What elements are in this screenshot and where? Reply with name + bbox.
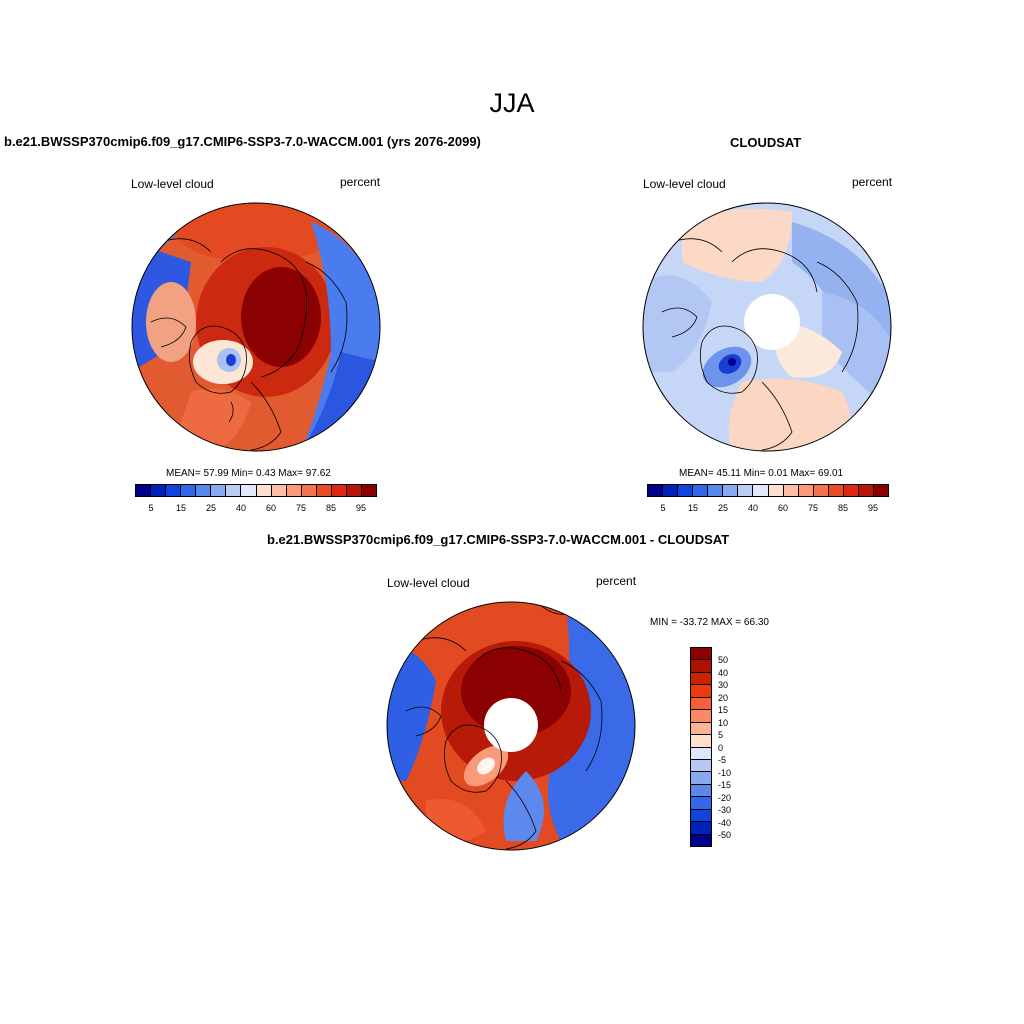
colorbar-3-tick: 30 xyxy=(718,680,729,690)
panel-2-polar-map xyxy=(642,202,892,452)
panel-2-variable-label: Low-level cloud xyxy=(643,177,726,191)
colorbar-2-tick: 60 xyxy=(777,503,788,513)
colorbar-3-tick: 0 xyxy=(718,743,724,753)
colorbar-1-tick: 85 xyxy=(325,503,336,513)
colorbar-1-tick: 40 xyxy=(235,503,246,513)
colorbar-3-tick: -15 xyxy=(718,780,732,790)
colorbar-1-tick: 15 xyxy=(175,503,186,513)
colorbar-2-tick: 85 xyxy=(837,503,848,513)
colorbar-3-tick: -30 xyxy=(718,805,732,815)
colorbar-1-tick: 95 xyxy=(355,503,366,513)
colorbar-2-tick: 95 xyxy=(867,503,878,513)
panel-1-variable-label: Low-level cloud xyxy=(131,177,214,191)
panel-1-units-label: percent xyxy=(340,175,381,189)
panel-1-title: b.e21.BWSSP370cmip6.f09_g17.CMIP6-SSP3-7… xyxy=(4,134,481,149)
panel-3-title: b.e21.BWSSP370cmip6.f09_g17.CMIP6-SSP3-7… xyxy=(267,532,730,547)
colorbar-2-tick: 75 xyxy=(807,503,818,513)
colorbar-2-tick: 15 xyxy=(687,503,698,513)
colorbar-1-tick: 25 xyxy=(205,503,216,513)
panel-1-polar-map xyxy=(131,202,381,452)
panel-3-units-label: percent xyxy=(596,574,637,588)
colorbar-3-tick: 50 xyxy=(718,655,729,665)
panel-3-variable-label: Low-level cloud xyxy=(387,576,470,590)
figure-title: JJA xyxy=(489,88,535,118)
colorbar-1-tick: 60 xyxy=(265,503,276,513)
colorbar-1-tick: 5 xyxy=(148,503,154,513)
colorbar-3-tick: -40 xyxy=(718,818,732,828)
panel-3-polar-map xyxy=(386,601,636,851)
panel-1-colorbar xyxy=(135,484,377,497)
colorbar-3-tick: -20 xyxy=(718,793,732,803)
colorbar-2-tick: 25 xyxy=(717,503,728,513)
panel-2-stats: MEAN= 45.11 Min= 0.01 Max= 69.01 xyxy=(679,468,844,479)
colorbar-3-tick: 40 xyxy=(718,668,729,678)
colorbar-1-tick: 75 xyxy=(295,503,306,513)
colorbar-3-tick: -50 xyxy=(718,830,732,840)
colorbar-2-tick: 40 xyxy=(747,503,758,513)
panel-2-colorbar xyxy=(647,484,889,497)
colorbar-3-tick: 15 xyxy=(718,705,729,715)
colorbar-3-tick: 5 xyxy=(718,730,724,740)
colorbar-3-tick: -10 xyxy=(718,768,732,778)
panel-2-units-label: percent xyxy=(852,175,893,189)
panel-3-stats: MIN = -33.72 MAX = 66.30 xyxy=(650,617,769,628)
panel-3-colorbar xyxy=(690,647,712,847)
colorbar-3-tick: -5 xyxy=(718,755,727,765)
colorbar-3-tick: 10 xyxy=(718,718,729,728)
colorbar-3-tick: 20 xyxy=(718,693,729,703)
panel-1-stats: MEAN= 57.99 Min= 0.43 Max= 97.62 xyxy=(166,468,331,479)
colorbar-2-tick: 5 xyxy=(660,503,666,513)
panel-2-title: CLOUDSAT xyxy=(730,135,802,150)
